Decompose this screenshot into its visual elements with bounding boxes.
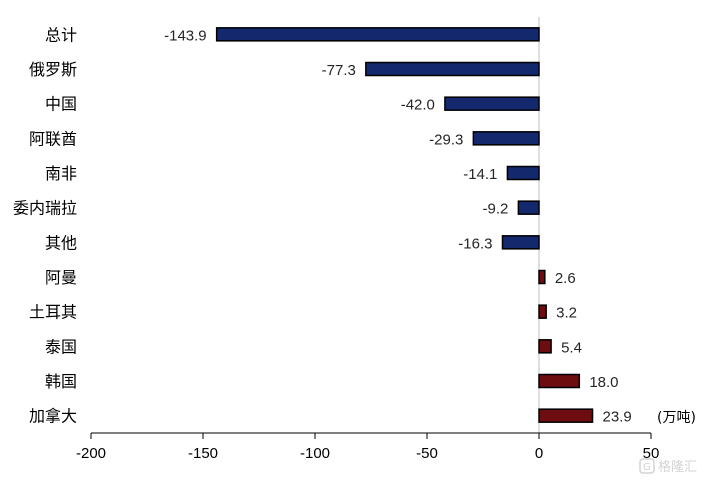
category-label: 阿联酋 xyxy=(29,129,77,148)
x-tick-label: 50 xyxy=(643,445,660,462)
category-label: 中国 xyxy=(45,95,77,114)
value-label: 2.6 xyxy=(555,270,576,287)
bar xyxy=(538,408,594,423)
bar xyxy=(501,235,540,250)
x-tick-label: -150 xyxy=(188,445,218,462)
value-label: -143.9 xyxy=(164,27,207,44)
bar xyxy=(538,304,547,319)
bar xyxy=(365,61,540,77)
category-label: 总计 xyxy=(45,25,77,44)
value-label: -16.3 xyxy=(458,235,492,252)
x-tick-label: -100 xyxy=(300,445,330,462)
value-label: -42.0 xyxy=(401,97,435,114)
bar xyxy=(517,200,540,215)
bar xyxy=(444,96,540,111)
value-label: -14.1 xyxy=(463,166,497,183)
watermark-logo-icon xyxy=(639,458,655,474)
watermark-text: 格隆汇 xyxy=(658,459,697,475)
unit-label: (万吨) xyxy=(657,410,696,426)
category-label: 南非 xyxy=(45,164,77,183)
category-label: 其他 xyxy=(45,233,77,252)
bar xyxy=(538,373,581,389)
value-label: 18.0 xyxy=(589,374,618,391)
value-label: -29.3 xyxy=(429,131,463,148)
category-label: 韩国 xyxy=(45,372,77,391)
value-label: 5.4 xyxy=(561,339,582,356)
x-tick-label: 0 xyxy=(535,445,543,462)
category-label: 阿曼 xyxy=(45,268,77,287)
watermark-logo-glyph: G xyxy=(643,462,651,473)
bar xyxy=(215,27,540,42)
bar xyxy=(506,165,540,181)
value-label: 23.9 xyxy=(603,409,632,426)
watermark: G 格隆汇 xyxy=(639,458,697,475)
category-label: 加拿大 xyxy=(29,407,77,426)
value-label: -77.3 xyxy=(322,62,356,79)
x-tick-label: -200 xyxy=(76,445,106,462)
x-tick-label: -50 xyxy=(416,445,438,462)
category-label: 泰国 xyxy=(45,337,77,356)
value-label: -9.2 xyxy=(483,201,509,218)
value-label: 3.2 xyxy=(556,305,577,322)
category-label: 委内瑞拉 xyxy=(13,199,77,218)
plot-area: 总计 -143.9 俄罗斯 -77.3 中国 -42.0 阿联酋 -29.3 南非 -14.1 委内… xyxy=(13,17,659,462)
bar xyxy=(472,131,540,146)
bar xyxy=(538,269,546,285)
category-label: 土耳其 xyxy=(29,303,77,322)
bar xyxy=(538,339,552,354)
category-label: 俄罗斯 xyxy=(29,60,77,79)
